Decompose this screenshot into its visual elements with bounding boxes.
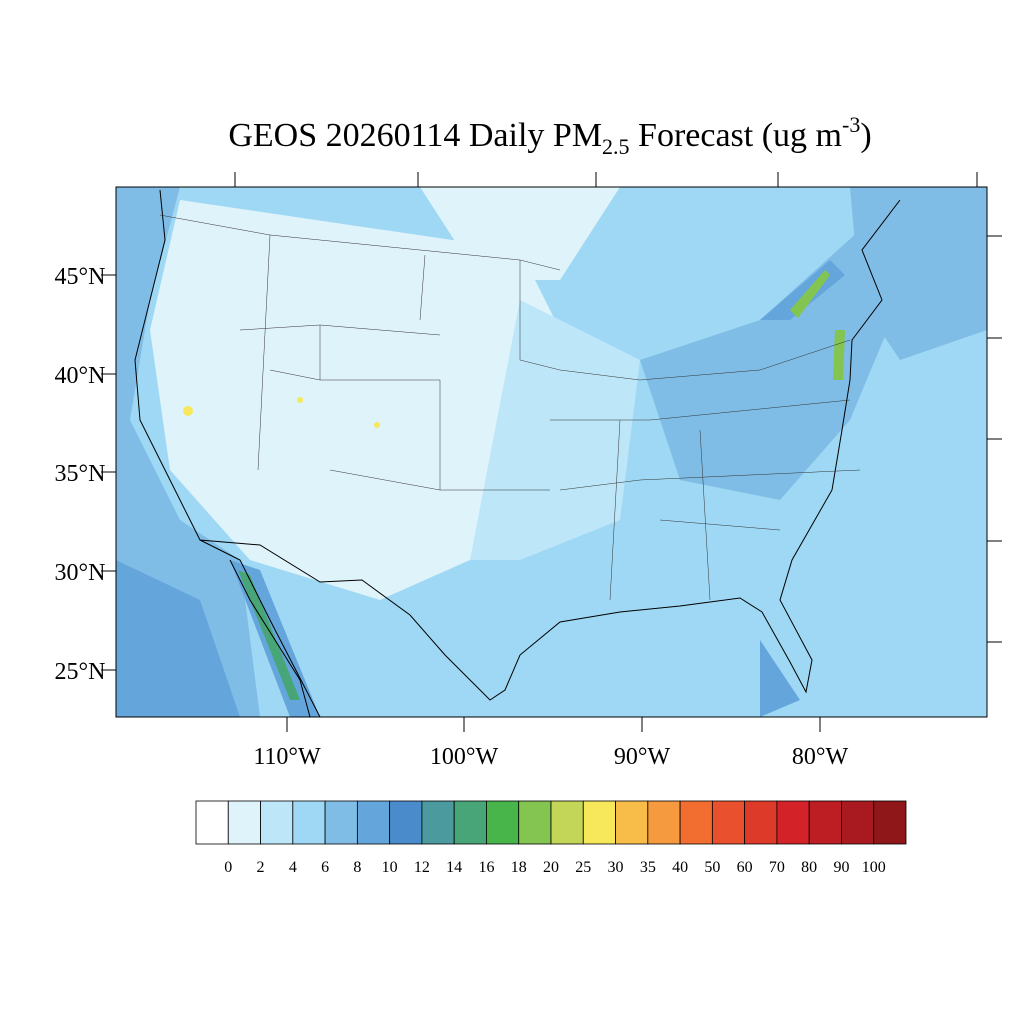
lon-label: 100°W (430, 744, 499, 770)
colorbar-box (486, 800, 520, 845)
colorbar-label: 25 (575, 859, 591, 876)
map-field (116, 187, 987, 717)
frame-ticks (101, 172, 1002, 732)
coastline (134, 189, 901, 701)
nyc-plume (833, 330, 845, 380)
lat-label: 35°N (55, 461, 106, 487)
colorbar-box (615, 800, 649, 845)
lon-label: 110°W (253, 744, 321, 770)
hotspot (183, 406, 193, 416)
colorbar-box (356, 800, 391, 845)
pacific-dark (116, 560, 240, 717)
colorbar-box (711, 800, 746, 845)
florida-field (760, 640, 800, 717)
lat-label: 30°N (55, 560, 106, 586)
colorbar-box (421, 800, 455, 845)
colorbar-box (744, 800, 778, 845)
colorbar-box (518, 800, 552, 845)
plains-light (420, 187, 620, 280)
colorbar-label: 14 (446, 859, 462, 876)
colorbar-box (292, 800, 326, 845)
west-light (150, 200, 560, 600)
colorbar-label: 10 (382, 859, 398, 876)
lat-label: 45°N (55, 264, 106, 290)
colorbar-box (389, 800, 423, 845)
colorbar-box (841, 800, 875, 845)
colorbar-label: 8 (353, 859, 361, 876)
title: GEOS 20260114 Daily PM2.5 Forecast (ug m… (228, 112, 871, 159)
gulf-california (229, 559, 311, 717)
colorbar-box (195, 800, 229, 845)
state-borders (159, 214, 861, 601)
east-field (640, 230, 900, 500)
colorbar-label: 30 (608, 859, 624, 876)
lat-label: 25°N (55, 659, 106, 685)
lat-label: 40°N (55, 363, 106, 389)
colorbar-label: 6 (321, 859, 329, 876)
colorbar-box (647, 800, 681, 845)
colorbar-box (582, 800, 616, 845)
colorbar-label: 12 (414, 859, 430, 876)
colorbar-label: 70 (769, 859, 785, 876)
baja-coast (199, 539, 321, 717)
colorbar-box (324, 800, 358, 845)
colorbar-box (776, 800, 810, 845)
colorbar-box (873, 800, 907, 845)
plume-green (790, 270, 830, 318)
colorbar-box (453, 800, 487, 845)
baja-green (238, 570, 300, 700)
colorbar-label: 4 (289, 859, 297, 876)
central-field (470, 300, 640, 560)
colorbar-label: 2 (257, 859, 265, 876)
map-frame (115, 186, 988, 718)
colorbar-label: 0 (224, 859, 232, 876)
colorbar-label: 18 (511, 859, 527, 876)
colorbar-label: 35 (640, 859, 656, 876)
lon-label: 80°W (792, 744, 849, 770)
colorbar-label: 100 (862, 859, 886, 876)
colorbar-box (550, 800, 584, 845)
hotspot (297, 397, 303, 403)
colorbar-label: 60 (737, 859, 753, 876)
northeast-field (850, 187, 987, 360)
colorbar-label: 90 (833, 859, 849, 876)
colorbar-box (227, 800, 261, 845)
colorbar-label: 50 (704, 859, 720, 876)
colorbar-label: 40 (672, 859, 688, 876)
colorbar-box (260, 800, 294, 845)
colorbar-label: 20 (543, 859, 559, 876)
colorbar-box (679, 800, 713, 845)
lon-label: 90°W (614, 744, 671, 770)
colorbar-box (808, 800, 842, 845)
hotspot (374, 422, 380, 428)
colorbar-label: 80 (801, 859, 817, 876)
colorbar-label: 16 (478, 859, 494, 876)
